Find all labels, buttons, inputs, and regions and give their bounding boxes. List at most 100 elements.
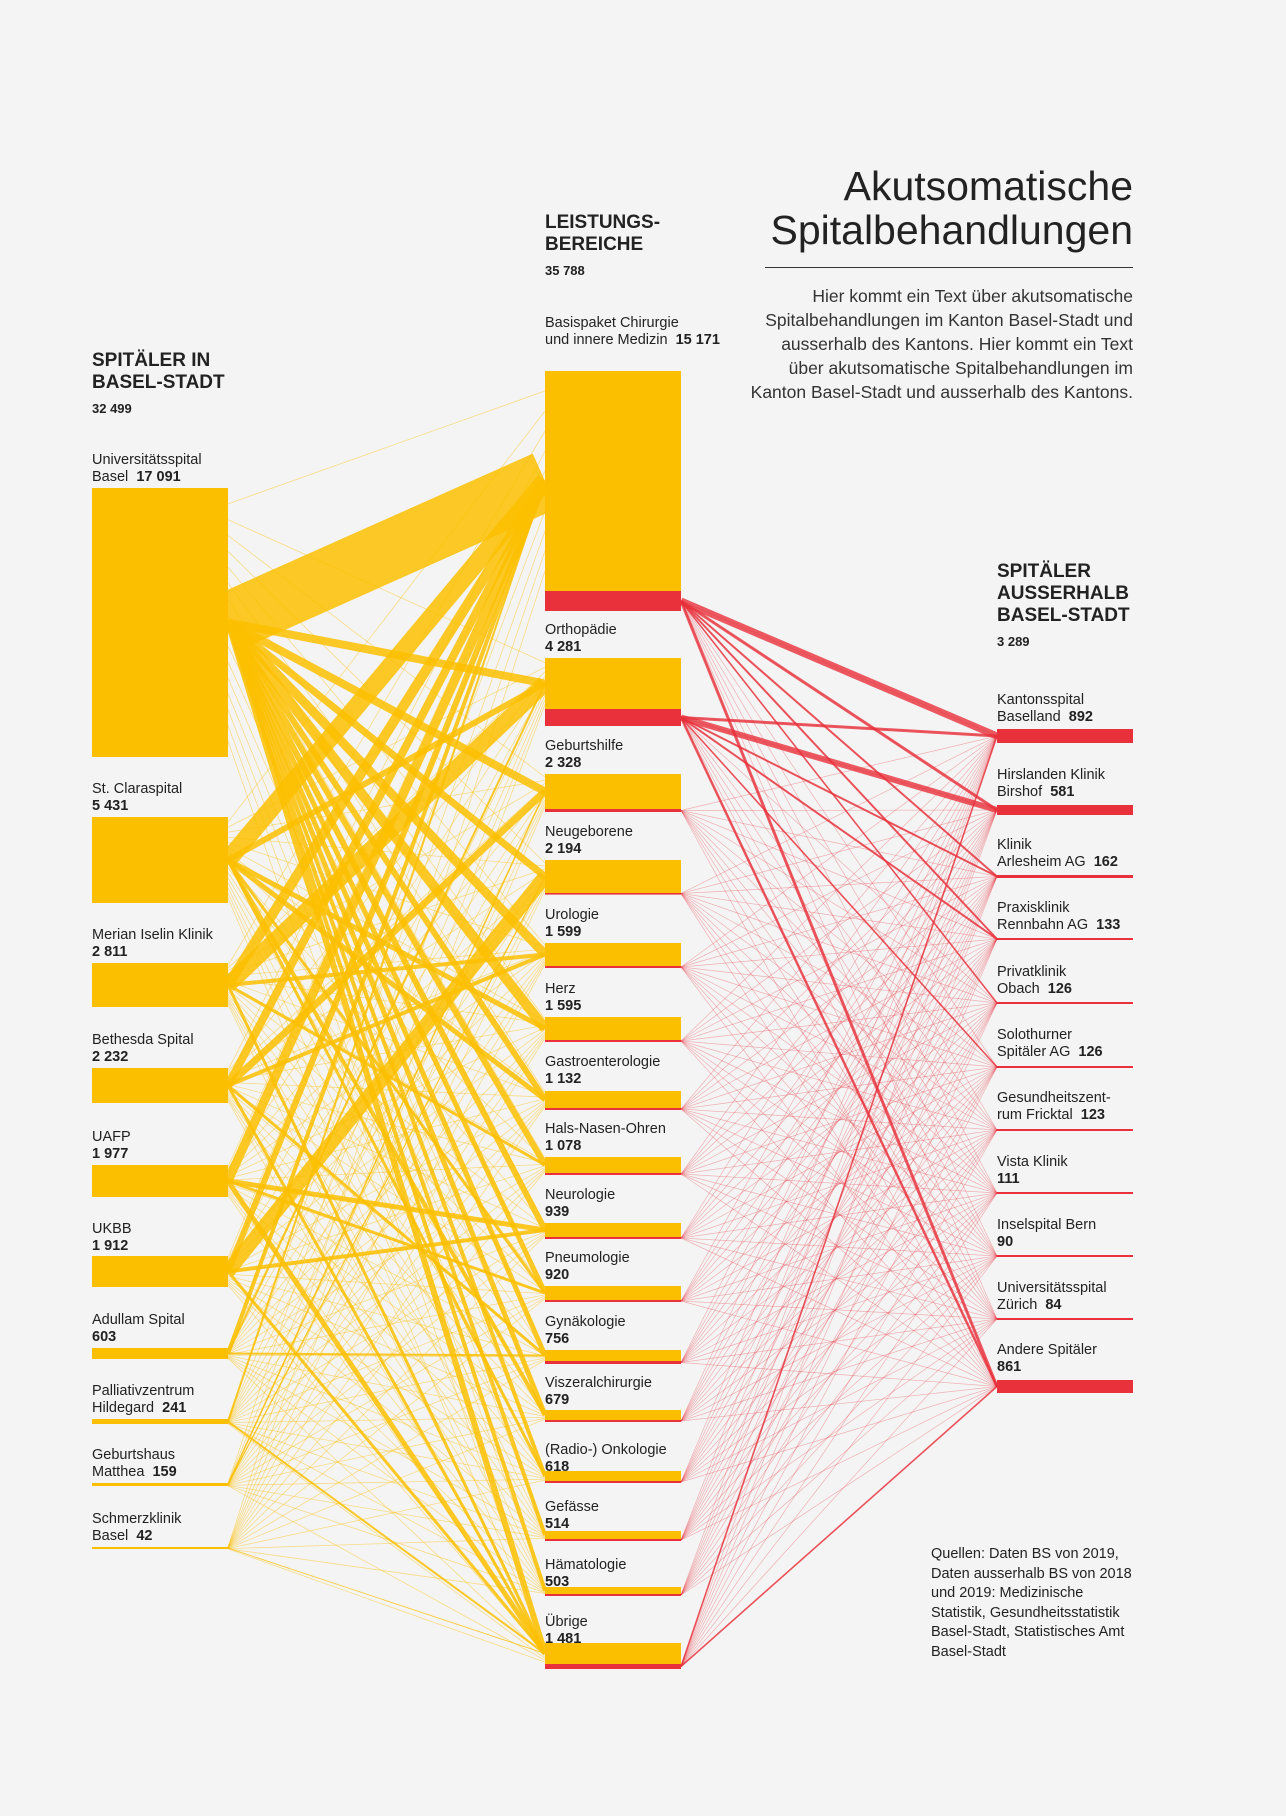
flow-red-thin — [680, 809, 998, 1667]
flow-yellow-thin — [227, 1422, 546, 1538]
flow-yellow-thin — [227, 1084, 546, 1164]
left-node-bar — [92, 1348, 228, 1359]
flow-yellow — [225, 620, 548, 1102]
middle-node-value: 4 281 — [545, 639, 582, 655]
flow-red-thin — [680, 717, 998, 1257]
flow-red-thin — [680, 600, 998, 877]
flow-red-thin — [680, 938, 998, 1483]
left-node-bar — [92, 1483, 228, 1486]
flow-red-thin — [680, 1173, 998, 1194]
flow-red-thin — [680, 809, 998, 1302]
right-node-label: Gesundheitszent-rum Fricktal 123 — [997, 1090, 1111, 1124]
middle-node-value: 1 132 — [545, 1071, 582, 1087]
page-title: Akutsomatische Spitalbehandlungen — [770, 163, 1134, 253]
flow-red-thin — [680, 810, 998, 1068]
flow-red-thin — [680, 938, 998, 1422]
flow-yellow-thin — [227, 1359, 546, 1549]
flow-red — [680, 600, 998, 940]
middle-node-bar-inside — [545, 658, 681, 709]
flow-yellow-thin — [227, 1281, 546, 1536]
flow-red-thin — [680, 876, 998, 1541]
flow-yellow — [225, 619, 548, 880]
flow-red-thin — [680, 938, 998, 1596]
flow-red-thin — [680, 735, 998, 1363]
flows-outside-basel — [679, 597, 999, 1668]
right-node-label: Klinik Arlesheim AG 162 — [997, 837, 1118, 871]
flow-red-thin — [680, 1002, 998, 1363]
flow-red-thin — [680, 717, 998, 1320]
flow-red-thin — [680, 1318, 998, 1667]
middle-node-label: Gastroenterologie 1 132 — [545, 1054, 660, 1088]
left-node-value: 2 232 — [92, 1049, 129, 1065]
flow-red-thin — [680, 1002, 998, 1110]
title-rule — [765, 267, 1133, 268]
middle-node-value: 939 — [545, 1204, 570, 1220]
flow-yellow-thin — [227, 1033, 546, 1422]
flow-red-thin — [680, 876, 998, 1302]
flow-yellow-thin — [227, 1098, 546, 1590]
flow-yellow-thin — [227, 1183, 546, 1293]
flow-yellow — [225, 788, 548, 1089]
flow-yellow-thin — [227, 1284, 546, 1655]
flow-yellow-thin — [227, 1166, 546, 1354]
flow-red — [680, 1385, 998, 1668]
flow-yellow-thin — [227, 1100, 546, 1651]
flow-red-thin — [680, 600, 998, 1068]
node-bars — [92, 371, 1133, 1669]
flow-yellow-thin — [227, 857, 546, 1161]
flow-red-thin — [680, 938, 998, 1042]
flow-yellow-thin — [227, 470, 546, 1168]
flow-red-thin — [680, 810, 998, 1194]
flow-yellow-thin — [227, 783, 546, 972]
flow-yellow-thin — [227, 786, 546, 1075]
flow-yellow-thin — [227, 1479, 546, 1549]
middle-node-bar-outside — [545, 1300, 681, 1302]
flow-red — [680, 716, 998, 1068]
flow-yellow-thin — [227, 867, 546, 1289]
flow-red-thin — [680, 938, 998, 1110]
left-node-name: Merian Iselin Klinik — [92, 927, 213, 943]
middle-node-name: Herz — [545, 981, 576, 997]
flow-yellow-thin — [227, 871, 546, 1077]
flow-red-thin — [680, 809, 998, 1541]
flow-yellow — [226, 480, 547, 1355]
left-node-name: UAFP — [92, 1129, 131, 1145]
flow-yellow-thin — [227, 959, 546, 1421]
right-node-value: 133 — [1096, 917, 1121, 933]
flow-yellow-thin — [227, 1485, 546, 1661]
flow-red-thin — [680, 717, 998, 1387]
middle-node-value: 1 599 — [545, 924, 582, 940]
flow-yellow — [224, 479, 549, 1088]
flow-red-thin — [680, 1386, 998, 1422]
right-node-value: 111 — [997, 1171, 1020, 1187]
right-node-bar — [997, 1002, 1133, 1004]
flow-red-thin — [680, 1255, 998, 1667]
right-node-bar — [997, 805, 1133, 815]
flow-yellow-thin — [227, 963, 546, 1548]
middle-node-label: Neugeborene 2 194 — [545, 824, 633, 858]
flow-yellow-thin — [227, 1537, 546, 1550]
right-node-value: 861 — [997, 1359, 1022, 1375]
middle-node-bar-inside — [545, 371, 681, 591]
flow-yellow-thin — [227, 1099, 546, 1270]
flow-yellow — [226, 618, 547, 796]
flow-red — [680, 600, 998, 1004]
flow-yellow-thin — [227, 999, 546, 1534]
flow-yellow-thin — [227, 805, 546, 1548]
flow-yellow-thin — [227, 872, 546, 1353]
right-node-name: Solothurner — [997, 1027, 1072, 1043]
flow-yellow-thin — [227, 694, 546, 1420]
flow-yellow-thin — [227, 725, 546, 1588]
flow-yellow-thin — [227, 1171, 546, 1549]
flow-yellow-thin — [227, 1098, 546, 1179]
flow-red-thin — [680, 876, 998, 894]
flow-red-thin — [680, 893, 998, 1387]
flow-yellow-thin — [227, 680, 546, 1169]
flow-red-thin — [680, 1108, 998, 1320]
middle-node-label: Orthopädie 4 281 — [545, 622, 617, 656]
flow-yellow-thin — [227, 1082, 546, 1098]
flow-red-thin — [680, 809, 998, 1596]
left-node-value: 159 — [152, 1464, 177, 1480]
flow-yellow-thin — [227, 1230, 546, 1273]
middle-node-bar-outside — [545, 1040, 681, 1042]
